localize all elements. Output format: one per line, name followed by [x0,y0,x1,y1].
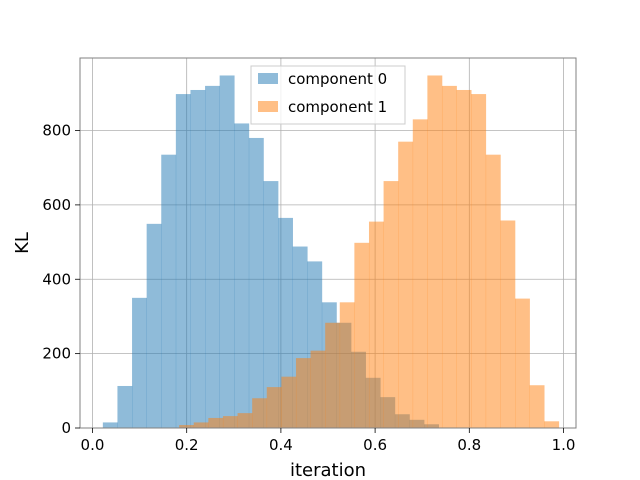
histogram-bar [529,385,545,428]
histogram-bar [281,376,297,428]
histogram-bar [278,217,293,428]
histogram-bar [544,421,560,428]
y-tick-label: 600 [42,196,71,214]
histogram-bar [248,137,264,428]
histogram-bar [310,350,326,428]
x-tick-label: 0.0 [81,436,105,454]
histogram-bar [237,413,253,428]
histogram-bar [193,422,209,428]
x-tick-label: 0.2 [175,436,199,454]
histogram-bar [161,154,177,428]
histogram-bar [295,358,311,428]
y-tick-label: 800 [42,122,71,140]
histogram-bar [117,385,133,428]
x-tick-label: 0.8 [457,436,481,454]
y-tick-label: 200 [42,345,71,363]
histogram-bar [175,94,191,429]
histogram-bar [441,85,457,428]
legend-swatch-component-1 [258,101,278,112]
histogram-bar [485,154,501,428]
histogram-bar [266,387,282,428]
histogram-bar [368,221,384,428]
y-axis-label: KL [12,232,33,254]
legend-label-component-0: component 0 [288,70,387,88]
histogram-bar [515,298,530,428]
histogram-bar [325,322,341,428]
histogram-bar [263,181,279,428]
histogram-bar [456,89,472,429]
axes-frame [79,57,577,429]
histogram-bar [234,123,250,428]
histogram-bars [102,75,560,429]
histogram-bar [383,181,399,428]
x-tick-label: 1.0 [552,436,576,454]
y-tick-label: 400 [42,270,71,288]
histogram-bar [500,220,516,428]
histogram-bar [398,141,414,428]
histogram-bar [179,425,195,428]
histogram-bar [354,242,370,428]
series-component-1 [179,75,560,429]
x-tick-label: 0.6 [363,436,387,454]
histogram-bar [208,417,224,428]
histogram-bar [102,422,118,428]
histogram-bar [132,297,147,428]
y-tick-label: 0 [61,419,71,437]
x-axis-label: iteration [290,460,366,480]
histogram-bar [205,85,220,428]
legend: component 0 component 1 [250,65,406,125]
legend-label-component-1: component 1 [288,98,387,116]
histogram-bar [252,398,268,428]
x-tick-label: 0.4 [269,436,293,454]
histogram-bar [219,75,235,428]
histogram-bar [471,94,487,429]
histogram-bar [339,302,355,428]
histogram-bar [190,89,206,429]
histogram-bar [222,416,238,428]
legend-swatch-component-0 [258,73,278,84]
histogram-bar [146,223,162,428]
axis-ticks: 0.0 0.2 0.4 0.6 0.8 1.0 0 200 400 600 800 [42,122,575,454]
histogram-bar [412,119,428,428]
histogram-bar [427,75,443,428]
